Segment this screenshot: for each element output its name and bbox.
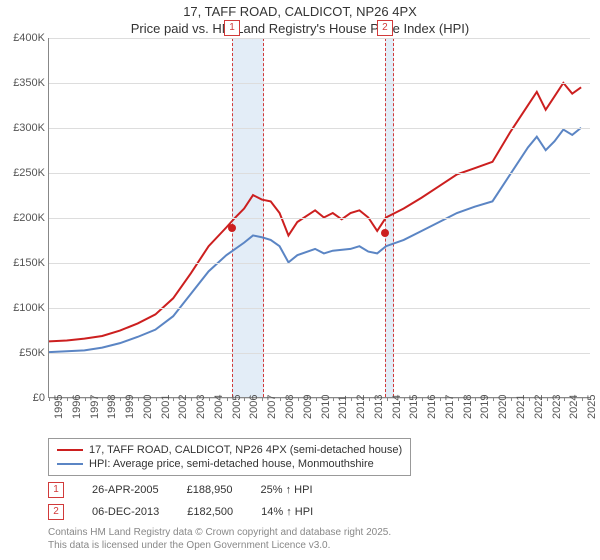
title-line1: 17, TAFF ROAD, CALDICOT, NP26 4PX — [0, 4, 600, 21]
x-axis-label: 1999 — [124, 394, 136, 418]
sale-marker-2: 2 — [48, 504, 64, 520]
x-axis-label: 2022 — [533, 394, 545, 418]
license-text: Contains HM Land Registry data © Crown c… — [48, 526, 590, 552]
legend-label-2: HPI: Average price, semi-detached house,… — [89, 458, 374, 470]
x-axis-label: 2024 — [568, 394, 580, 418]
sale-row: 2 06-DEC-2013 £182,500 14% ↑ HPI — [48, 504, 590, 520]
y-axis-label: £250K — [3, 167, 45, 179]
sale-marker-1: 1 — [48, 482, 64, 498]
x-axis-label: 1995 — [53, 394, 65, 418]
y-axis-label: £100K — [3, 302, 45, 314]
x-axis-label: 2011 — [337, 395, 349, 419]
y-axis-label: £300K — [3, 122, 45, 134]
x-axis-label: 2013 — [373, 394, 385, 418]
x-axis-label: 2003 — [195, 394, 207, 418]
x-axis-label: 2015 — [408, 394, 420, 418]
y-axis-label: £50K — [3, 347, 45, 359]
sale-point — [381, 229, 389, 237]
legend-box: 17, TAFF ROAD, CALDICOT, NP26 4PX (semi-… — [48, 438, 411, 476]
sale-band-marker: 2 — [377, 20, 393, 36]
legend-swatch-2 — [57, 463, 83, 465]
x-axis-label: 1997 — [89, 394, 101, 418]
sale-band-marker: 1 — [224, 20, 240, 36]
x-axis-label: 2016 — [426, 394, 438, 418]
legend-row: 17, TAFF ROAD, CALDICOT, NP26 4PX (semi-… — [57, 443, 402, 457]
x-axis-label: 2005 — [231, 394, 243, 418]
footer: 17, TAFF ROAD, CALDICOT, NP26 4PX (semi-… — [48, 438, 590, 552]
x-axis-label: 2009 — [302, 394, 314, 418]
series-line — [49, 128, 581, 352]
chart-area: £0£50K£100K£150K£200K£250K£300K£350K£400… — [48, 38, 590, 398]
plot-region: £0£50K£100K£150K£200K£250K£300K£350K£400… — [48, 38, 590, 398]
sale-row: 1 26-APR-2005 £188,950 25% ↑ HPI — [48, 482, 590, 498]
x-axis-label: 2025 — [586, 394, 598, 418]
x-axis-label: 2017 — [444, 394, 456, 418]
y-axis-label: £150K — [3, 257, 45, 269]
chart-title: 17, TAFF ROAD, CALDICOT, NP26 4PX Price … — [0, 0, 600, 38]
sale-date-1: 26-APR-2005 — [92, 484, 159, 496]
sale-delta-1: 25% ↑ HPI — [261, 484, 313, 496]
x-axis-label: 2004 — [213, 394, 225, 418]
x-axis-label: 2021 — [515, 394, 527, 418]
sale-price-1: £188,950 — [187, 484, 233, 496]
x-axis-label: 2023 — [551, 394, 563, 418]
x-axis-label: 2002 — [177, 394, 189, 418]
y-axis-label: £350K — [3, 77, 45, 89]
x-axis-label: 2008 — [284, 394, 296, 418]
x-axis-label: 2018 — [462, 394, 474, 418]
title-line2: Price paid vs. HM Land Registry's House … — [0, 21, 600, 38]
x-axis-label: 1998 — [106, 394, 118, 418]
x-axis-label: 2020 — [497, 394, 509, 418]
x-axis-label: 2007 — [266, 394, 278, 418]
x-axis-label: 2014 — [391, 394, 403, 418]
x-axis-label: 2000 — [142, 394, 154, 418]
license-line2: This data is licensed under the Open Gov… — [48, 539, 590, 552]
x-axis-label: 2001 — [160, 394, 172, 418]
legend-swatch-1 — [57, 449, 83, 451]
legend-label-1: 17, TAFF ROAD, CALDICOT, NP26 4PX (semi-… — [89, 444, 402, 456]
y-axis-label: £0 — [3, 392, 45, 404]
sale-date-2: 06-DEC-2013 — [92, 506, 159, 518]
x-axis-label: 2010 — [320, 394, 332, 418]
y-axis-label: £200K — [3, 212, 45, 224]
license-line1: Contains HM Land Registry data © Crown c… — [48, 526, 590, 539]
x-axis-label: 1996 — [71, 394, 83, 418]
legend-row: HPI: Average price, semi-detached house,… — [57, 457, 402, 471]
sale-price-2: £182,500 — [187, 506, 233, 518]
x-axis-label: 2019 — [479, 394, 491, 418]
x-axis-label: 2006 — [248, 394, 260, 418]
series-line — [49, 83, 581, 341]
x-axis-label: 2012 — [355, 394, 367, 418]
sale-delta-2: 14% ↑ HPI — [261, 506, 313, 518]
y-axis-label: £400K — [3, 32, 45, 44]
sale-point — [228, 224, 236, 232]
